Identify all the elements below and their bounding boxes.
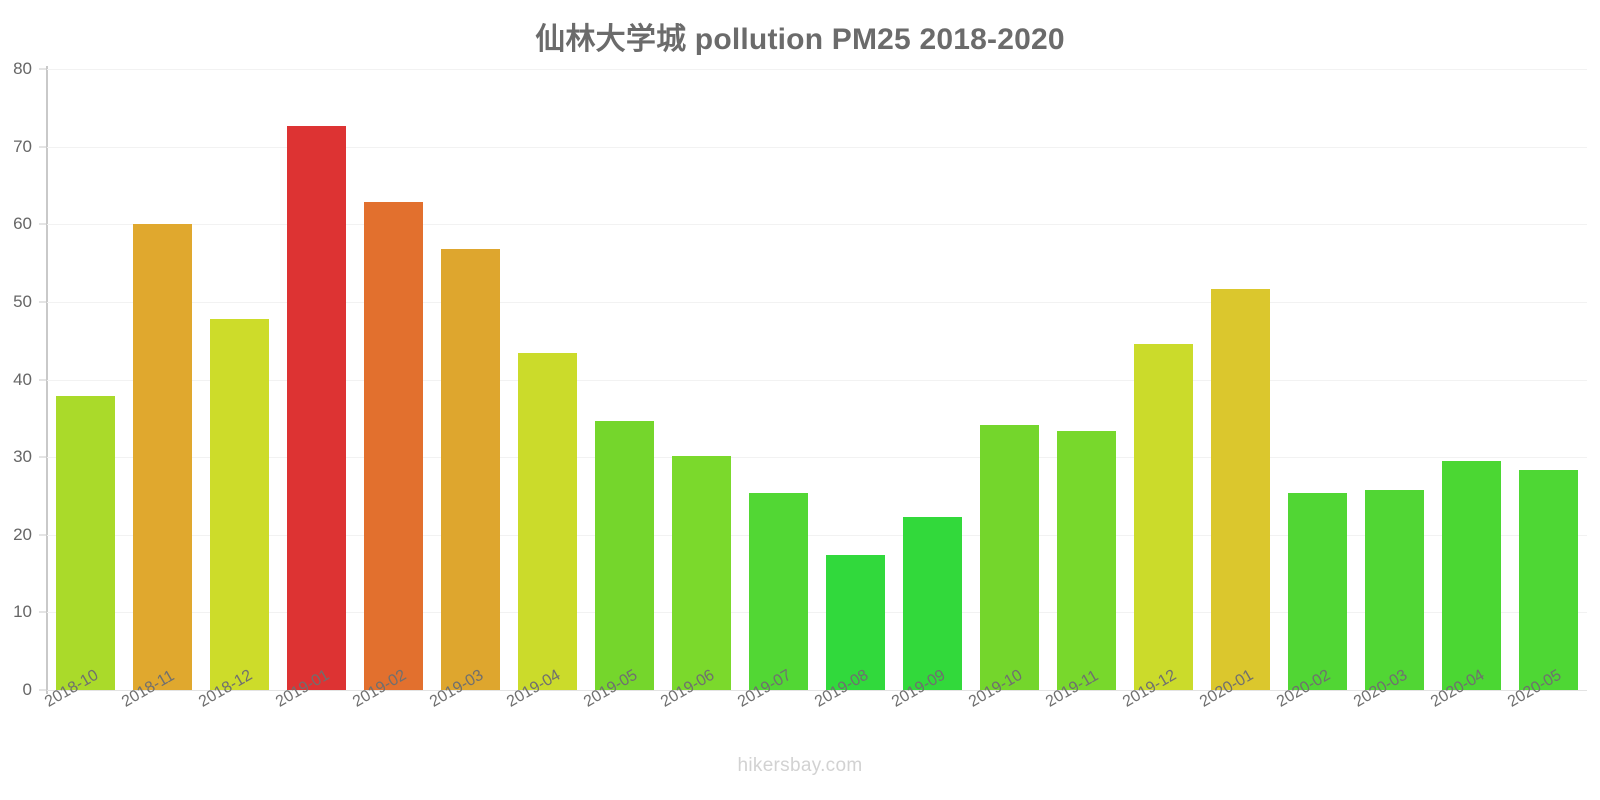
bar-2019-12[interactable] xyxy=(1134,343,1193,690)
bar-2020-01[interactable] xyxy=(1211,288,1270,690)
plot-area xyxy=(47,69,1587,691)
bar-2019-07[interactable] xyxy=(749,492,808,690)
y-tick-mark-50 xyxy=(39,301,46,303)
y-tick-label-60: 60 xyxy=(13,214,32,234)
bar-2018-11[interactable] xyxy=(133,224,192,690)
y-tick-label-30: 30 xyxy=(13,447,32,467)
y-tick-mark-40 xyxy=(39,379,46,380)
bar-2019-03[interactable] xyxy=(441,249,500,690)
y-tick-mark-20 xyxy=(39,534,46,536)
bar-2019-06[interactable] xyxy=(672,456,731,690)
bar-2018-12[interactable] xyxy=(210,318,269,690)
bar-2019-10[interactable] xyxy=(980,425,1039,690)
bar-2020-04[interactable] xyxy=(1442,461,1501,690)
y-tick-mark-30 xyxy=(39,456,46,458)
y-tick-mark-70 xyxy=(39,146,46,148)
y-tick-label-20: 20 xyxy=(13,524,32,544)
chart-title: 仙林大学城 pollution PM25 2018-2020 xyxy=(535,23,1065,56)
y-tick-mark-10 xyxy=(39,611,46,613)
bar-2020-02[interactable] xyxy=(1288,492,1347,690)
bar-2019-05[interactable] xyxy=(595,421,654,690)
source-credit: hikersbay.com xyxy=(737,755,863,776)
y-tick-label-70: 70 xyxy=(13,136,32,156)
bar-2020-05[interactable] xyxy=(1519,469,1578,690)
bar-2019-04[interactable] xyxy=(518,353,577,690)
x-axis-labels: 2018-10 2018-11 2018-12 2019-01 2019-02 2019-… xyxy=(42,667,1587,760)
y-tick-label-80: 80 xyxy=(13,59,32,78)
bar-2018-10[interactable] xyxy=(56,395,115,690)
y-tick-mark-60 xyxy=(39,223,46,225)
y-tick-label-50: 50 xyxy=(13,291,32,311)
bar-2019-11[interactable] xyxy=(1057,430,1116,690)
bar-2019-09[interactable] xyxy=(903,516,962,690)
bar-2019-01[interactable] xyxy=(287,125,346,690)
y-tick-mark-80 xyxy=(39,68,46,70)
bars-container xyxy=(47,69,1587,690)
y-tick-label-0: 0 xyxy=(22,680,32,699)
y-axis-labels: 0 10 20 30 40 50 60 70 80 xyxy=(0,59,46,699)
y-tick-label-10: 10 xyxy=(13,602,32,622)
y-tick-mark-0 xyxy=(39,689,46,691)
bar-2019-08[interactable] xyxy=(826,554,885,690)
y-tick-label-40: 40 xyxy=(13,369,32,389)
bar-2019-02[interactable] xyxy=(364,201,423,690)
bar-2020-03[interactable] xyxy=(1365,489,1424,690)
